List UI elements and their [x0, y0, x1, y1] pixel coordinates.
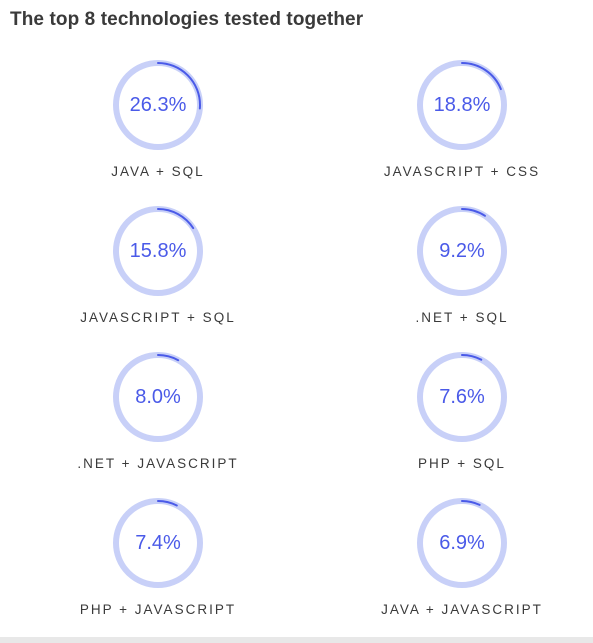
donut-label: JAVA + JAVASCRIPT: [381, 602, 543, 617]
donut-arc: [419, 208, 505, 294]
donut-item: 9.2% .NET + SQL: [314, 204, 593, 350]
donut-svg: [417, 352, 507, 442]
donut-item: 26.3% JAVA + SQL: [10, 58, 306, 204]
donut-item: 6.9% JAVA + JAVASCRIPT: [314, 496, 593, 642]
donut-svg: [417, 60, 507, 150]
donut-svg: [417, 206, 507, 296]
donut-percent: 26.3%: [129, 94, 187, 116]
donut-ring: 26.3%: [111, 58, 205, 152]
donut-label: JAVASCRIPT + CSS: [383, 164, 541, 179]
donut-percent: 8.0%: [135, 386, 181, 408]
donut-item: 18.8% JAVASCRIPT + CSS: [314, 58, 593, 204]
donut-ring: 9.2%: [415, 204, 509, 298]
donut-svg: [113, 498, 203, 588]
donut-label: JAVASCRIPT + SQL: [80, 310, 236, 325]
donut-ring: 18.8%: [415, 58, 509, 152]
donut-item: 15.8% JAVASCRIPT + SQL: [10, 204, 306, 350]
donut-percent: 15.8%: [129, 240, 187, 262]
donut-arc: [419, 500, 505, 586]
donut-ring: 7.6%: [415, 350, 509, 444]
donut-item: 8.0% .NET + JAVASCRIPT: [10, 350, 306, 496]
donut-ring: 6.9%: [415, 496, 509, 590]
donut-arc: [115, 208, 201, 294]
donut-ring: 8.0%: [111, 350, 205, 444]
donut-percent: 7.4%: [135, 532, 181, 554]
donut-svg: [417, 498, 507, 588]
donut-arc: [419, 62, 505, 148]
donut-percent: 7.6%: [439, 386, 485, 408]
donut-arc: [115, 62, 201, 148]
donut-svg: [113, 206, 203, 296]
donut-ring: 7.4%: [111, 496, 205, 590]
donut-item: 7.4% PHP + JAVASCRIPT: [10, 496, 306, 642]
donut-percent: 18.8%: [433, 94, 491, 116]
donut-svg: [113, 352, 203, 442]
donut-arc: [115, 500, 201, 586]
chart-title: The top 8 technologies tested together: [10, 9, 364, 30]
bottom-divider: [0, 637, 593, 643]
donut-percent: 6.9%: [439, 532, 485, 554]
donut-svg: [113, 60, 203, 150]
donut-label: JAVA + SQL: [111, 164, 205, 179]
donut-ring: 15.8%: [111, 204, 205, 298]
donut-item: 7.6% PHP + SQL: [314, 350, 593, 496]
donut-arc: [419, 354, 505, 440]
donut-label: .NET + JAVASCRIPT: [77, 456, 239, 471]
donut-label: .NET + SQL: [415, 310, 509, 325]
donut-percent: 9.2%: [439, 240, 485, 262]
donut-label: PHP + SQL: [418, 456, 506, 471]
donut-label: PHP + JAVASCRIPT: [79, 602, 237, 617]
donut-arc: [115, 354, 201, 440]
